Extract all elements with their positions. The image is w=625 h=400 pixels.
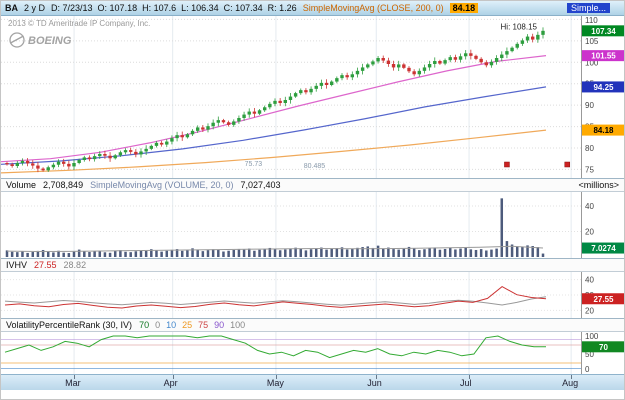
vpr-level-value: 100 bbox=[230, 320, 246, 330]
month-label: Jul bbox=[460, 378, 472, 388]
svg-text:27.55: 27.55 bbox=[593, 295, 614, 304]
svg-text:80.485: 80.485 bbox=[304, 163, 326, 170]
svg-text:100: 100 bbox=[585, 58, 599, 67]
vpr-panel: 100 50 0 70 bbox=[1, 332, 624, 374]
svg-text:0: 0 bbox=[585, 365, 590, 374]
vpr-level-value: 0 bbox=[155, 320, 161, 330]
timeframe-label[interactable]: 2 y D bbox=[24, 3, 46, 13]
svg-text:101.55: 101.55 bbox=[591, 52, 616, 61]
volume-value: 2,708,849 bbox=[43, 180, 84, 190]
time-axis[interactable]: Mar Apr May Jun Jul Aug bbox=[1, 374, 624, 390]
hv-value: 28.82 bbox=[63, 260, 87, 270]
volume-header-strip: Volume 2,708,849 SimpleMovingAvg (VOLUME… bbox=[1, 178, 624, 192]
svg-text:84.18: 84.18 bbox=[593, 126, 614, 135]
svg-text:100: 100 bbox=[585, 332, 599, 341]
overflow-indicator-badge[interactable]: Simple... bbox=[566, 3, 610, 13]
volume-units-label: <millions> bbox=[578, 180, 619, 190]
boeing-logo-text: BOEING bbox=[28, 35, 72, 47]
vpr-values: 70 0 10 25 75 90 100 bbox=[139, 320, 245, 330]
svg-text:110: 110 bbox=[585, 16, 598, 25]
chart-header-bar: BA 2 y D D: 7/23/13 O: 107.18 H: 107.6 L: … bbox=[1, 1, 624, 16]
volume-label[interactable]: Volume bbox=[6, 180, 37, 190]
svg-text:75.73: 75.73 bbox=[245, 161, 263, 168]
month-label: May bbox=[266, 378, 284, 388]
month-label: Jun bbox=[367, 378, 382, 388]
svg-text:Hi: 108.15: Hi: 108.15 bbox=[501, 22, 538, 31]
sma-legend-label[interactable]: SimpleMovingAvg (CLOSE, 200, 0) bbox=[302, 3, 444, 13]
month-label: Apr bbox=[163, 378, 178, 388]
month-tick bbox=[469, 375, 471, 379]
ivhv-header-strip: IVHV 27.55 28.82 bbox=[1, 258, 624, 272]
vpr-level-value: 25 bbox=[182, 320, 193, 330]
volume-sma-label[interactable]: SimpleMovingAvg (VOLUME, 20, 0) bbox=[90, 180, 234, 190]
ivhv-chart-canvas[interactable]: 40302027.55 bbox=[1, 272, 625, 318]
month-label: Mar bbox=[65, 378, 81, 388]
ohlc-readout: D: 7/23/13 O: 107.18 H: 107.6 L: 106.34 … bbox=[51, 3, 297, 13]
boeing-logo: BOEING bbox=[8, 31, 98, 49]
volume-chart-canvas[interactable]: 40 20 7.0274 bbox=[1, 192, 625, 258]
volume-sma-value: 7,027,403 bbox=[240, 180, 281, 190]
vpr-level-value: 75 bbox=[198, 320, 209, 330]
iv-value: 27.55 bbox=[34, 260, 57, 270]
month-tick bbox=[571, 375, 573, 379]
svg-text:80: 80 bbox=[585, 144, 594, 153]
svg-text:40: 40 bbox=[585, 276, 594, 285]
vpr-level-value: 10 bbox=[166, 320, 177, 330]
price-panel: 2013 © TD Ameritrade IP Company, Inc. BO… bbox=[1, 16, 624, 178]
svg-text:7.0274: 7.0274 bbox=[591, 244, 616, 253]
svg-text:90: 90 bbox=[585, 101, 594, 110]
svg-text:50: 50 bbox=[585, 350, 594, 359]
month-tick bbox=[172, 375, 174, 379]
volume-panel: 40 20 7.0274 bbox=[1, 192, 624, 258]
svg-text:75: 75 bbox=[585, 165, 594, 174]
vpr-level-value: 90 bbox=[214, 320, 225, 330]
svg-text:94.25: 94.25 bbox=[593, 83, 614, 92]
month-tick bbox=[275, 375, 277, 379]
ivhv-label[interactable]: IVHV bbox=[6, 260, 28, 270]
svg-text:40: 40 bbox=[585, 202, 594, 211]
svg-text:107.34: 107.34 bbox=[591, 27, 616, 36]
vpr-level-value: 70 bbox=[139, 320, 150, 330]
svg-text:70: 70 bbox=[599, 343, 608, 352]
svg-text:20: 20 bbox=[585, 306, 594, 315]
month-tick bbox=[74, 375, 76, 379]
ivhv-panel: 40302027.55 bbox=[1, 272, 624, 318]
copyright-watermark: 2013 © TD Ameritrade IP Company, Inc. bbox=[8, 19, 151, 28]
vpr-chart-canvas[interactable]: 100 50 0 70 bbox=[1, 332, 625, 374]
svg-text:105: 105 bbox=[585, 37, 599, 46]
vpr-header-strip: VolatilityPercentileRank (30, IV) 70 0 10 2… bbox=[1, 318, 624, 332]
bottom-margin bbox=[1, 390, 624, 399]
sma-value-badge: 84.18 bbox=[449, 3, 479, 13]
symbol-label[interactable]: BA bbox=[5, 3, 18, 13]
price-chart-canvas[interactable]: Hi: 108.1575.7380.4851101051009590858075… bbox=[1, 16, 625, 178]
svg-text:20: 20 bbox=[585, 228, 594, 237]
vpr-label[interactable]: VolatilityPercentileRank (30, IV) bbox=[6, 320, 133, 330]
month-tick bbox=[376, 375, 378, 379]
month-label: Aug bbox=[562, 378, 579, 388]
